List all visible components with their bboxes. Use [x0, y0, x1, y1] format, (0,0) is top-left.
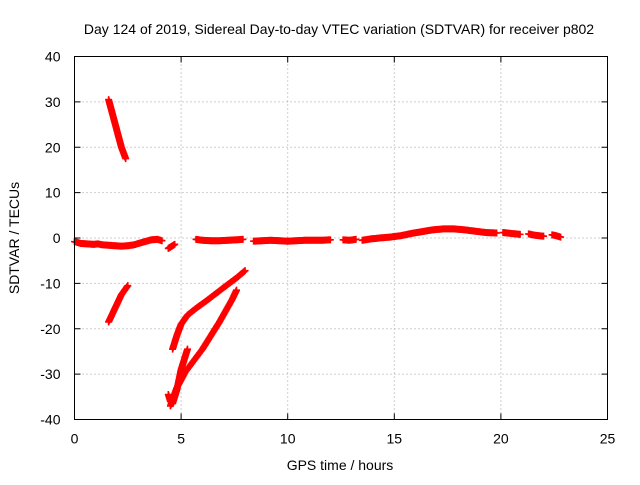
- data-point-marker: [171, 240, 179, 248]
- y-tick-label: 10: [45, 185, 61, 201]
- data-point-marker: [241, 267, 249, 275]
- data-layer: [71, 96, 565, 410]
- y-tick-label: -20: [40, 321, 60, 337]
- data-point-marker: [122, 155, 130, 163]
- data-series: [164, 240, 179, 252]
- data-series: [250, 236, 334, 245]
- data-point-marker: [326, 236, 334, 244]
- data-point-marker: [124, 282, 132, 290]
- data-series: [499, 229, 524, 238]
- data-point-marker: [158, 237, 166, 245]
- x-tick-label: 25: [600, 431, 616, 447]
- data-series: [548, 231, 565, 241]
- data-point-marker: [233, 286, 241, 294]
- data-series: [71, 235, 166, 250]
- y-tick-label: 30: [45, 94, 61, 110]
- data-point-marker: [557, 233, 565, 241]
- data-series: [169, 267, 249, 353]
- data-series: [105, 96, 130, 163]
- x-axis-title: GPS time / hours: [287, 457, 394, 473]
- y-tick-label: -10: [40, 275, 60, 291]
- data-point-marker: [493, 229, 501, 237]
- x-tick-label: 15: [387, 431, 403, 447]
- x-tick-label: 10: [280, 431, 296, 447]
- data-point-marker: [352, 235, 360, 243]
- y-tick-label: 40: [45, 49, 61, 65]
- data-point-marker: [239, 235, 247, 243]
- y-tick-label: -40: [40, 412, 60, 428]
- data-series: [358, 225, 501, 244]
- data-series: [164, 345, 191, 408]
- y-tick-label: -30: [40, 366, 60, 382]
- x-tick-label: 0: [71, 431, 79, 447]
- y-tick-label: 20: [45, 139, 61, 155]
- chart-title: Day 124 of 2019, Sidereal Day-to-day VTE…: [84, 21, 594, 37]
- data-series: [192, 235, 247, 245]
- y-axis-title: SDTVAR / TECUs: [6, 182, 22, 294]
- data-point-marker: [183, 345, 191, 353]
- data-series: [339, 235, 360, 244]
- data-series: [525, 230, 548, 240]
- grid-layer: [74, 56, 608, 420]
- x-tick-label: 5: [177, 431, 185, 447]
- tick-layer: 0 5 10 15 20 25 -40 -30 -20 -10 0 10 20 30 40: [40, 49, 615, 447]
- data-point-marker: [516, 230, 524, 238]
- x-tick-label: 20: [493, 431, 509, 447]
- data-point-marker: [540, 232, 548, 240]
- data-series: [105, 282, 132, 326]
- y-tick-label: 0: [53, 230, 61, 246]
